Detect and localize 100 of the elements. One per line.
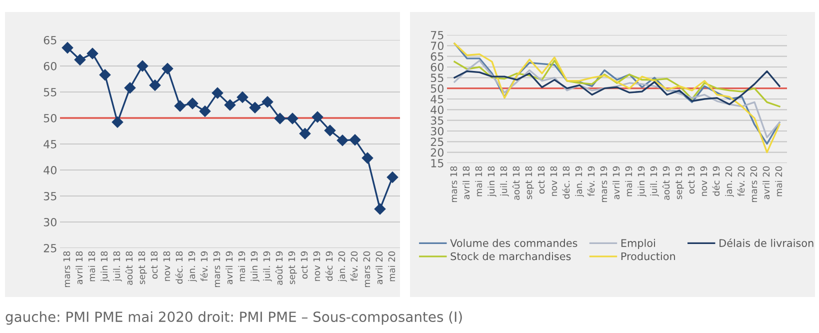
line-series [454,60,780,108]
legend-label: Stock de marchandises [450,252,571,260]
x-tick-label: fév. 19 [587,166,595,196]
y-tick-label: 30 [430,126,444,136]
x-tick-label: nov 18 [550,166,558,196]
point [249,102,261,114]
x-tick-label: sept 19 [288,251,297,284]
x-tick-label: jan. 19 [575,166,584,197]
text: gauche: PMI PME mai 2020 droit: PMI PME – Sous-composantes (I) [6,311,462,325]
x-tick-label: juil. 19 [650,166,659,196]
point [262,96,274,108]
line-series [454,60,780,138]
x-tick-label: oct 18 [538,166,545,194]
x-tick-label: nov 19 [700,166,708,196]
x-tick-label: juil. 18 [113,251,122,282]
legend-label: Emploi [621,238,655,250]
point [324,124,336,136]
x-tick-label: déc. 18 [562,166,570,199]
point [336,134,348,146]
y-tick-label: 60 [44,62,56,70]
y-tick-label: 50 [430,84,444,93]
y-tick-label: 35 [430,116,444,125]
y-tick-label: 25 [430,138,444,146]
legend-label: Volume des commandes [450,238,578,247]
point [374,203,386,215]
y-tick-label: 35 [44,192,56,200]
point [386,172,398,183]
x-tick-label: juin 19 [250,251,260,282]
point [86,48,98,60]
x-tick-label: juil. 19 [263,251,272,282]
point [162,62,174,74]
point [212,87,224,99]
x-tick-label: oct 19 [300,251,308,279]
point [174,100,186,112]
point [274,112,286,124]
y-tick-label: 65 [430,52,444,61]
x-tick-label: juin 18 [488,166,496,197]
x-tick-label: avril 19 [226,251,233,284]
x-tick-label: déc. 18 [175,251,183,284]
y-tick-label: 50 [44,114,56,122]
x-tick-label: sept 18 [525,166,534,200]
x-tick-label: jan. 20 [338,251,347,282]
line-series [454,70,780,106]
y-tick-label: 45 [430,95,444,104]
x-tick-label: mars 20 [363,251,370,288]
x-tick-label: mars 20 [750,166,758,202]
point [362,152,374,164]
x-tick-label: sept 19 [675,166,684,200]
y-tick-label: 60 [430,62,444,72]
x-tick-label: nov 18 [163,251,170,281]
x-tick-label: mars 19 [213,251,220,288]
point [199,106,211,117]
point [99,69,111,80]
x-tick-label: déc 19 [325,251,333,281]
x-tick-label: mai 20 [775,166,782,196]
point [186,98,198,110]
x-tick-label: avril 20 [376,251,383,284]
legend-label: Production [621,252,675,260]
x-tick-label: sept 18 [138,251,147,284]
x-tick-label: juin 19 [638,166,646,197]
y-tick-label: 30 [44,218,56,226]
x-tick-label: mai 20 [388,251,396,282]
point [312,111,324,123]
point [299,128,311,140]
y-tick-label: 55 [430,74,444,82]
point [349,134,361,146]
y-tick-label: 15 [431,159,444,168]
x-tick-label: avril 18 [76,251,83,284]
legend-label: Délais de livraison [720,238,814,247]
x-tick-label: juin 18 [100,251,110,282]
point [136,60,148,72]
x-tick-label: avril 20 [762,166,770,200]
x-tick-label: août 18 [125,251,133,285]
point [224,99,236,111]
x-tick-label: fév. 20 [737,166,745,196]
x-tick-label: nov 19 [313,251,320,281]
x-tick-label: avril 18 [462,166,470,200]
y-tick-label: 40 [44,166,56,174]
x-tick-label: mai 19 [238,251,246,282]
x-tick-label: juil. 18 [500,166,509,196]
x-tick-label: mars 19 [600,166,608,202]
y-tick-label: 25 [44,244,56,252]
x-tick-label: août 19 [662,166,670,200]
x-tick-label: mai 19 [625,166,632,196]
x-tick-label: jan. 20 [725,166,734,197]
point [112,116,124,128]
y-tick-label: 75 [430,31,444,40]
x-tick-label: fév. 20 [350,251,358,282]
x-tick-label: jan. 19 [188,251,197,282]
point [286,112,298,124]
y-tick-label: 55 [44,88,56,96]
x-tick-label: mai 18 [475,166,482,196]
x-tick-label: août 19 [275,251,283,285]
point [74,54,86,66]
x-tick-label: fév. 19 [200,251,208,282]
y-tick-label: 40 [430,106,444,114]
point [124,82,136,94]
x-tick-label: août 18 [512,166,520,200]
x-tick-label: oct 19 [688,166,695,194]
y-tick-label: 45 [44,140,56,148]
